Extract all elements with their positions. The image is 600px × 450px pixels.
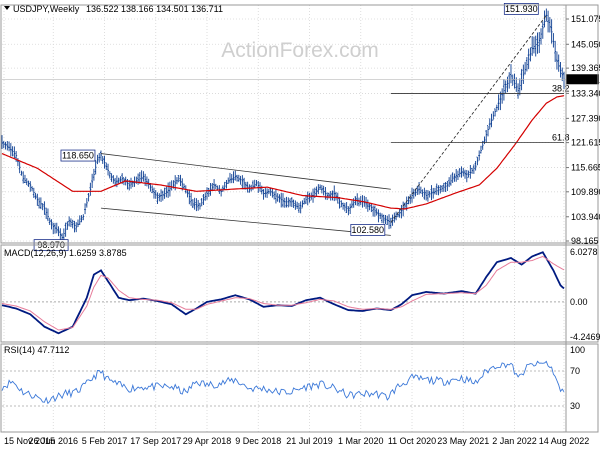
symbol-title: USDJPY,Weekly	[13, 4, 80, 14]
y-tick-label: 127.390	[571, 113, 600, 123]
macd-panel-frame	[0, 244, 599, 343]
price-annotation-box	[60, 149, 96, 162]
rsi-line	[1, 360, 565, 405]
x-tick-label: 29 Apr 2018	[183, 436, 232, 446]
rsi-panel-frame	[0, 343, 599, 433]
x-tick-label: 15 Nov 2015	[4, 436, 55, 446]
rsi-title: RSI(14) 47.7112	[4, 345, 69, 355]
y-tick-label: 98.165	[571, 236, 599, 246]
macd-tick-label: 0.00	[570, 297, 588, 307]
x-tick-label: 21 Jul 2019	[286, 436, 333, 446]
ohlc-values: 136.522 138.166 134.501 136.711	[86, 4, 223, 14]
moving-average-line	[1, 95, 565, 210]
rsi-panel	[1, 360, 565, 405]
x-tick-label: 11 Oct 2020	[388, 436, 436, 446]
fibonacci-label: 38.2	[552, 83, 570, 93]
rsi-tick-label: 100	[570, 345, 585, 355]
projection-line	[390, 15, 547, 223]
x-tick-label: 23 May 2021	[437, 436, 489, 446]
x-tick-label: 5 Feb 2017	[82, 436, 128, 446]
x-tick-label: 9 Dec 2018	[235, 436, 281, 446]
menu-triangle-icon[interactable]	[4, 6, 10, 10]
y-tick-label: 115.665	[571, 163, 600, 173]
y-tick-label: 151.075	[571, 14, 600, 24]
macd-panel	[1, 251, 565, 335]
y-tick-label: 121.615	[571, 138, 600, 148]
grid	[2, 5, 566, 432]
y-tick-label: 139.365	[571, 63, 600, 73]
x-tick-label: 17 Sep 2017	[130, 436, 181, 446]
x-tick-label: 1 Mar 2020	[338, 436, 384, 446]
price-annotation-label: 118.650	[62, 151, 94, 161]
channel-upper-line	[100, 153, 391, 190]
fibonacci-label: 61.8	[552, 133, 570, 143]
y-tick-label: 133.340	[571, 88, 600, 98]
y-tick-label: 145.050	[571, 39, 600, 49]
price-annotation-box	[503, 3, 539, 15]
price-annotation-label: 151.930	[505, 4, 538, 14]
watermark: ActionForex.com	[221, 39, 379, 62]
y-tick-label: 103.940	[571, 212, 600, 222]
rsi-tick-label: 30	[570, 401, 580, 411]
last-price-label: 136.711	[568, 75, 600, 85]
channel-lower-line	[100, 207, 391, 236]
macd-signal-line	[1, 255, 565, 331]
rsi-tick-label: 70	[570, 366, 580, 376]
macd-tick-label: 6.0278	[570, 247, 598, 257]
x-tick-label: 26 Jun 2016	[28, 436, 78, 446]
y-tick-label: 109.890	[571, 187, 600, 197]
price-annotation-box	[350, 224, 386, 236]
price-annotation-label: 102.580	[352, 225, 385, 235]
x-tick-label: 14 Aug 2022	[539, 436, 590, 446]
price-panel-frame	[0, 4, 599, 244]
macd-tick-label: -4.2469	[570, 332, 600, 342]
x-tick-label: 2 Jan 2022	[492, 436, 537, 446]
last-price-tag	[566, 74, 599, 85]
macd-title: MACD(12,26,9) 1.6259 3.8785	[4, 248, 127, 258]
